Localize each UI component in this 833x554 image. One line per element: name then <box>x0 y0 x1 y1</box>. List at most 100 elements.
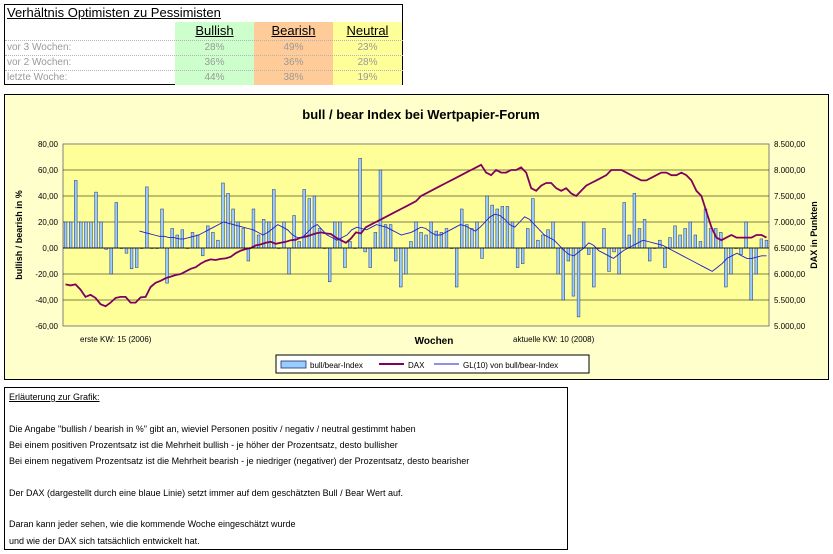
bar <box>500 206 504 249</box>
bar <box>338 221 342 249</box>
table-cell: 36% <box>283 57 304 68</box>
bar <box>490 204 494 249</box>
explanation-line: Bei einem positiven Prozentsatz ist die … <box>9 440 398 450</box>
first-week-annotation: erste KW: 15 (2006) <box>80 335 152 344</box>
bar <box>703 208 708 249</box>
bar <box>287 247 291 275</box>
table-cell: 38% <box>283 72 304 83</box>
row-divider <box>5 70 403 71</box>
current-week-annotation: aktuelle KW: 10 (2008) <box>513 335 595 344</box>
bar <box>764 239 769 249</box>
bar <box>515 247 520 268</box>
bar <box>302 189 306 249</box>
y-tick-label: 0,00 <box>42 244 58 253</box>
bar <box>663 247 667 268</box>
bar <box>109 247 113 275</box>
bar <box>678 234 682 249</box>
bar <box>317 228 322 249</box>
bar <box>282 221 286 249</box>
table-cell: 49% <box>283 42 304 53</box>
explanation-line: und wie der DAX sich tatsächlich entwick… <box>9 536 200 546</box>
bar <box>429 221 433 249</box>
bar <box>749 247 753 301</box>
explanation-line: Die Angabe "bullish / bearish in %" gibt… <box>9 424 416 434</box>
bullish-column-band <box>175 40 254 85</box>
row-divider <box>5 40 403 41</box>
neutral-column-band <box>333 40 402 85</box>
bar <box>414 221 418 249</box>
bar <box>89 221 93 249</box>
row-label: vor 3 Wochen: <box>7 42 72 53</box>
bar <box>612 247 616 253</box>
bar <box>348 241 352 249</box>
bar <box>617 247 621 275</box>
bar <box>312 195 317 249</box>
row-label: letzte Woche: <box>7 72 68 83</box>
bar <box>642 219 647 249</box>
bar <box>475 221 479 249</box>
y-axis-label: bullish / bearish in % <box>14 190 24 280</box>
legend: bull/bear-Index DAX GL(10) von bull/bear… <box>275 354 590 374</box>
table-cell: 19% <box>357 72 378 83</box>
bull-bear-chart: bull / bear Index bei Wertpapier-Forum 8… <box>14 107 819 374</box>
row-divider <box>5 55 403 56</box>
bar <box>129 247 134 270</box>
bar <box>744 221 748 249</box>
bar <box>541 234 545 249</box>
bar <box>99 221 103 249</box>
bar <box>195 234 200 249</box>
y-tick-label: 40,00 <box>38 192 59 201</box>
bar <box>526 228 530 249</box>
bar <box>480 247 484 259</box>
bar <box>135 247 139 268</box>
bar <box>63 221 68 249</box>
y2-tick-label: 7.500,00 <box>774 192 806 201</box>
bar <box>759 238 764 249</box>
bar <box>622 202 626 249</box>
bar <box>409 241 413 249</box>
bar <box>576 247 581 318</box>
bar <box>190 232 195 249</box>
bar <box>170 228 174 249</box>
table-cell: 36% <box>204 57 225 68</box>
bar <box>454 247 459 288</box>
bar <box>175 234 179 249</box>
bar <box>307 198 311 249</box>
bar <box>160 208 164 249</box>
bar <box>470 228 474 249</box>
bar <box>394 247 398 262</box>
bar <box>729 247 733 275</box>
bar <box>627 234 631 249</box>
legend-label-gl10: GL(10) von bull/bear-Index <box>463 361 558 370</box>
bar <box>124 247 129 254</box>
bar <box>536 239 540 249</box>
explanation-title: Erläuterung zur Grafik: <box>9 392 100 402</box>
bar <box>698 241 703 249</box>
bar <box>688 221 692 249</box>
bar <box>343 247 347 268</box>
y-tick-label: -20,00 <box>35 270 58 279</box>
chart-area: bull / bear Index bei Wertpapier-Forum 8… <box>4 94 829 380</box>
axes: 80,00 60,00 40,00 20,00 0,00 -20,00 -40,00 -60,… <box>35 140 805 331</box>
bar <box>632 193 637 249</box>
bar <box>581 221 586 249</box>
bar <box>74 180 78 249</box>
y2-tick-label: 7.000,00 <box>774 218 806 227</box>
bar <box>592 247 596 288</box>
bar <box>246 247 251 262</box>
bullish-header: Bullish <box>175 22 254 40</box>
bar <box>683 228 687 249</box>
bar <box>256 234 261 249</box>
dax-line <box>65 163 767 308</box>
y2-tick-label: 8.000,00 <box>774 166 806 175</box>
table-title: Verhältnis Optimisten zu Pessimisten <box>7 5 221 20</box>
bar <box>708 228 713 249</box>
bar <box>226 193 230 249</box>
bar <box>297 241 301 249</box>
bar <box>221 182 225 249</box>
legend-label-dax: DAX <box>408 361 425 370</box>
legend-swatch-bars <box>280 360 307 369</box>
bar <box>424 234 428 249</box>
bar <box>373 232 378 249</box>
y2-tick-label: 8.500,00 <box>774 140 806 149</box>
